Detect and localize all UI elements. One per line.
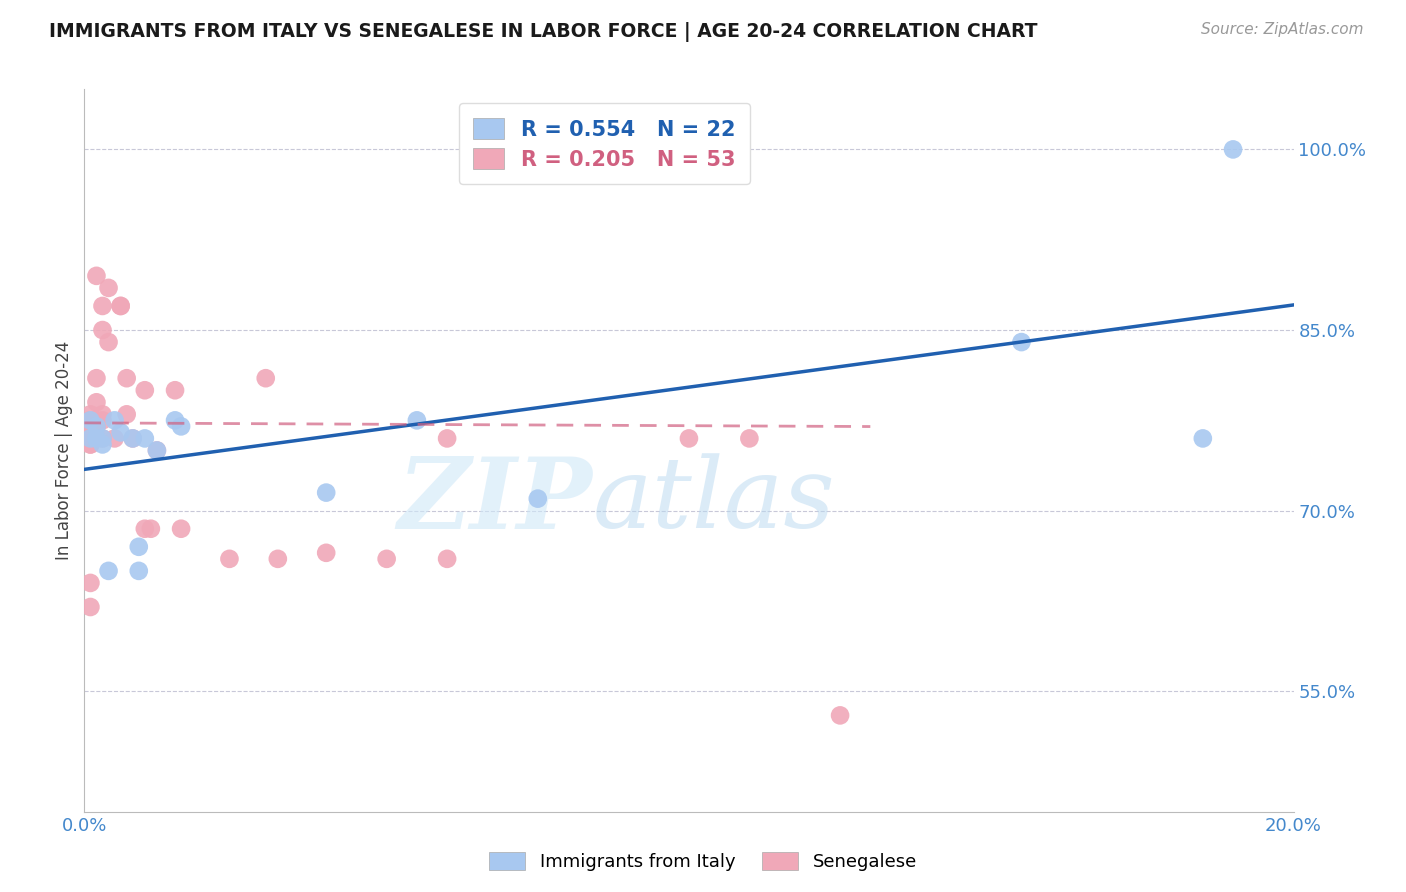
- Point: [267, 551, 290, 566]
- Point: [86, 371, 108, 385]
- Point: [436, 551, 458, 566]
- Point: [830, 708, 852, 723]
- Point: [79, 432, 101, 446]
- Point: [79, 425, 101, 440]
- Point: [128, 564, 150, 578]
- Point: [79, 413, 101, 427]
- Point: [79, 437, 101, 451]
- Point: [406, 413, 429, 427]
- Point: [134, 384, 156, 398]
- Point: [79, 413, 101, 427]
- Point: [1192, 432, 1215, 446]
- Legend: R = 0.554   N = 22, R = 0.205   N = 53: R = 0.554 N = 22, R = 0.205 N = 53: [458, 103, 749, 184]
- Point: [91, 323, 114, 337]
- Point: [97, 564, 120, 578]
- Point: [79, 432, 101, 446]
- Point: [97, 335, 120, 350]
- Point: [79, 432, 101, 446]
- Point: [79, 407, 101, 422]
- Text: Source: ZipAtlas.com: Source: ZipAtlas.com: [1201, 22, 1364, 37]
- Point: [91, 432, 114, 446]
- Point: [79, 419, 101, 434]
- Point: [79, 576, 101, 591]
- Point: [436, 432, 458, 446]
- Point: [104, 413, 127, 427]
- Point: [170, 522, 193, 536]
- Point: [79, 419, 101, 434]
- Point: [86, 395, 108, 409]
- Point: [1011, 335, 1033, 350]
- Y-axis label: In Labor Force | Age 20-24: In Labor Force | Age 20-24: [55, 341, 73, 560]
- Point: [375, 551, 398, 566]
- Point: [121, 432, 143, 446]
- Point: [170, 419, 193, 434]
- Point: [738, 432, 761, 446]
- Point: [139, 522, 162, 536]
- Text: IMMIGRANTS FROM ITALY VS SENEGALESE IN LABOR FORCE | AGE 20-24 CORRELATION CHART: IMMIGRANTS FROM ITALY VS SENEGALESE IN L…: [49, 22, 1038, 42]
- Point: [1222, 143, 1244, 157]
- Point: [91, 437, 114, 451]
- Point: [86, 432, 108, 446]
- Point: [110, 299, 132, 313]
- Point: [79, 432, 101, 446]
- Point: [86, 419, 108, 434]
- Point: [678, 432, 700, 446]
- Point: [146, 443, 169, 458]
- Point: [79, 432, 101, 446]
- Point: [97, 281, 120, 295]
- Point: [110, 299, 132, 313]
- Point: [617, 143, 640, 157]
- Point: [86, 432, 108, 446]
- Point: [527, 491, 550, 506]
- Point: [496, 143, 519, 157]
- Point: [134, 432, 156, 446]
- Point: [104, 432, 127, 446]
- Point: [165, 384, 187, 398]
- Point: [79, 419, 101, 434]
- Point: [146, 443, 169, 458]
- Point: [86, 268, 108, 283]
- Point: [128, 540, 150, 554]
- Point: [218, 551, 240, 566]
- Point: [165, 413, 187, 427]
- Point: [115, 407, 138, 422]
- Point: [91, 299, 114, 313]
- Point: [79, 413, 101, 427]
- Text: atlas: atlas: [592, 453, 835, 549]
- Point: [254, 371, 277, 385]
- Point: [115, 371, 138, 385]
- Point: [86, 419, 108, 434]
- Point: [91, 407, 114, 422]
- Point: [315, 546, 337, 560]
- Point: [121, 432, 143, 446]
- Point: [134, 522, 156, 536]
- Point: [315, 485, 337, 500]
- Point: [86, 432, 108, 446]
- Point: [557, 143, 579, 157]
- Point: [91, 413, 114, 427]
- Legend: Immigrants from Italy, Senegalese: Immigrants from Italy, Senegalese: [482, 845, 924, 879]
- Text: ZIP: ZIP: [398, 453, 592, 549]
- Point: [110, 425, 132, 440]
- Point: [79, 437, 101, 451]
- Point: [91, 432, 114, 446]
- Point: [79, 600, 101, 615]
